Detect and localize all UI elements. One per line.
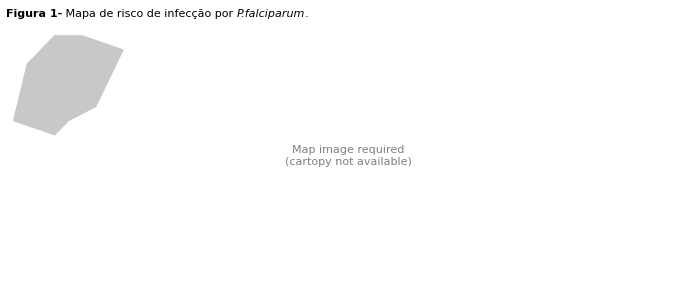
Text: Figura 1-: Figura 1- <box>6 9 62 19</box>
Text: P.falciparum: P.falciparum <box>236 9 305 19</box>
Text: .: . <box>305 9 309 19</box>
Polygon shape <box>14 36 123 135</box>
Text: Map image required
(cartopy not available): Map image required (cartopy not availabl… <box>285 145 412 167</box>
Text: Mapa de risco de infecção por: Mapa de risco de infecção por <box>62 9 236 19</box>
